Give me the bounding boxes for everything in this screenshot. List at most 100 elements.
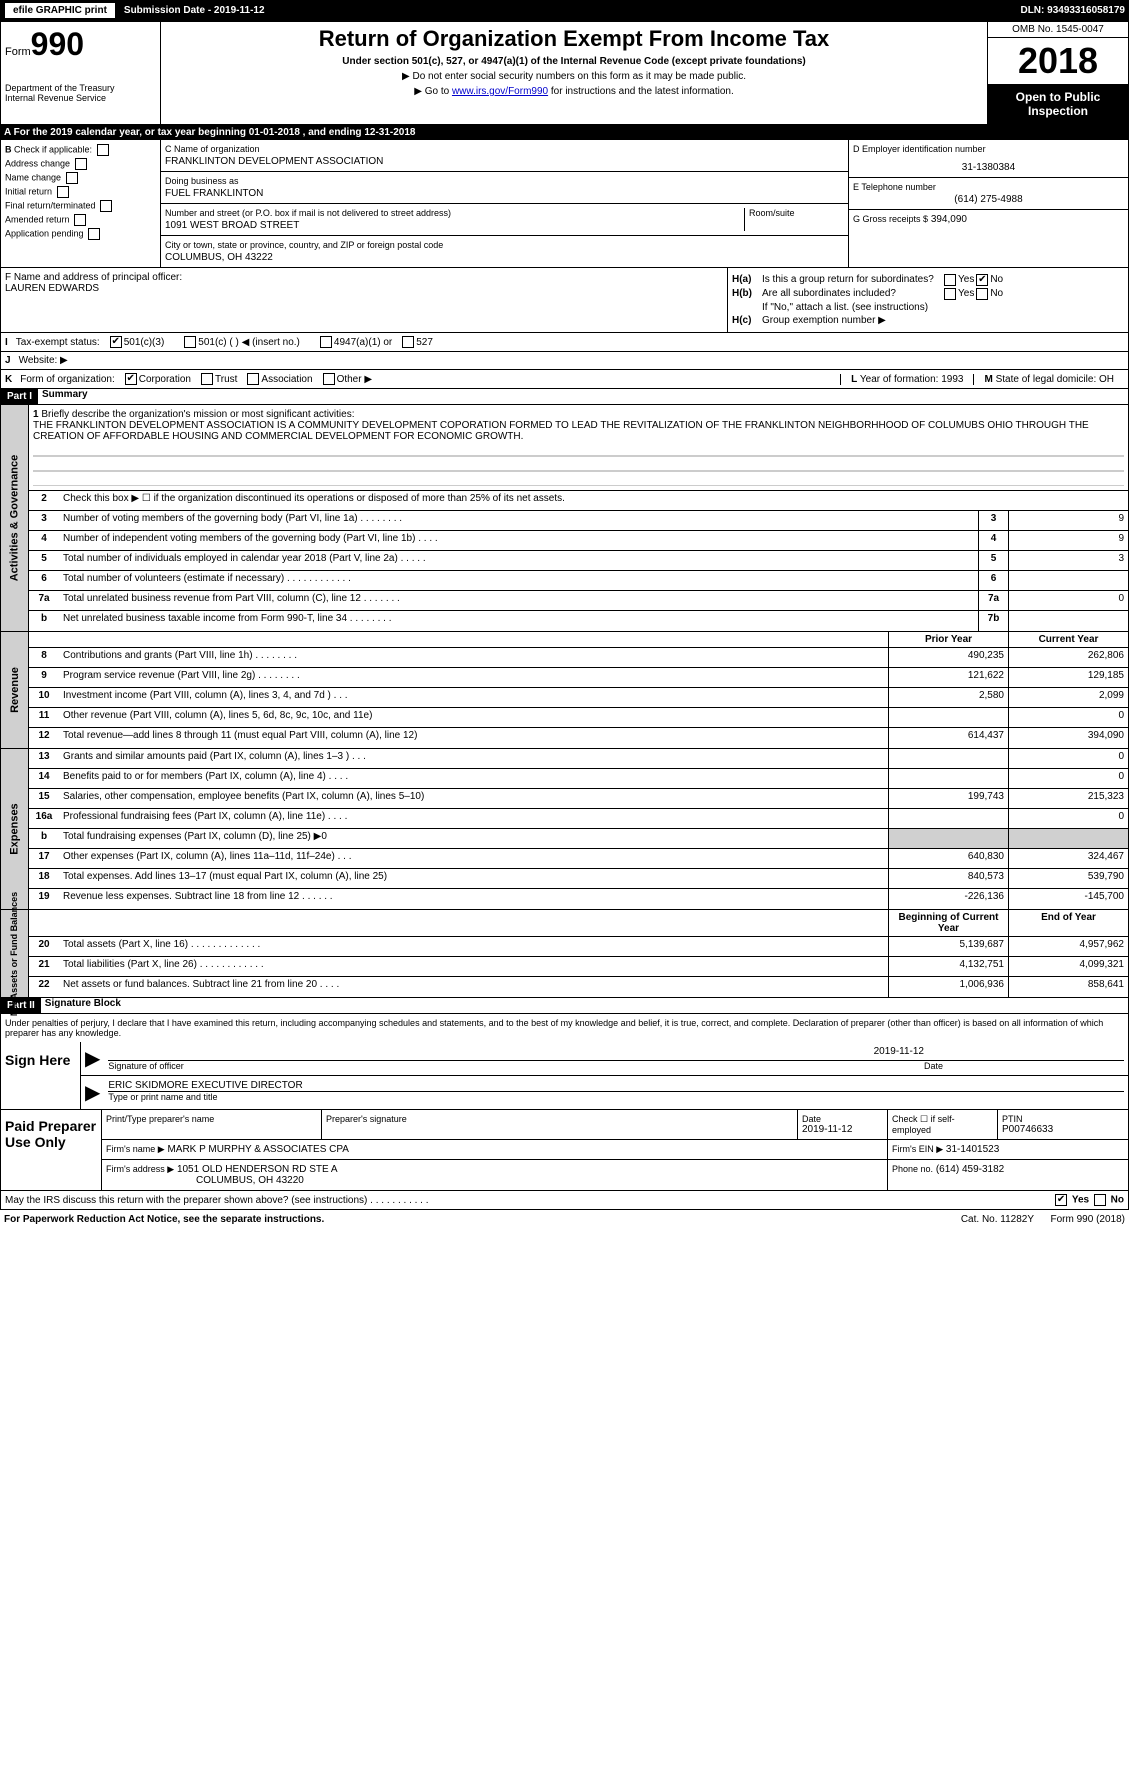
- efile-button[interactable]: efile GRAPHIC print: [4, 2, 116, 19]
- row-value: 9: [1008, 531, 1128, 550]
- prior-value: [888, 708, 1008, 727]
- opt-trust: Trust: [215, 374, 237, 385]
- current-value: 394,090: [1008, 728, 1128, 748]
- check-applicable[interactable]: [97, 144, 109, 156]
- omb-number: OMB No. 1545-0047: [988, 22, 1128, 38]
- room-label: Room/suite: [749, 208, 844, 218]
- 501c-check[interactable]: [184, 336, 196, 348]
- line-num: 9: [29, 668, 59, 687]
- prep-date-label: Date: [802, 1114, 883, 1124]
- period-bar: A For the 2019 calendar year, or tax yea…: [0, 125, 1129, 140]
- prior-value: 614,437: [888, 728, 1008, 748]
- line-num: 16a: [29, 809, 59, 828]
- dba-label: Doing business as: [165, 176, 844, 186]
- sign-here-row: Sign Here ▶ 2019-11-12 Signature of offi…: [1, 1042, 1128, 1109]
- line-num: 22: [29, 977, 59, 997]
- ha-no[interactable]: [976, 274, 988, 286]
- 527-check[interactable]: [402, 336, 414, 348]
- form-subtitle: Under section 501(c), 527, or 4947(a)(1)…: [165, 56, 983, 67]
- dba-name: FUEL FRANKLINTON: [165, 188, 844, 199]
- corp-check[interactable]: [125, 373, 137, 385]
- initial-return: Initial return: [5, 186, 156, 198]
- row-num: 6: [978, 571, 1008, 590]
- prior-value: [888, 749, 1008, 768]
- current-year-hdr: Current Year: [1008, 632, 1128, 647]
- line-num: 8: [29, 648, 59, 667]
- firm-addr-row: Firm's address ▶ 1051 OLD HENDERSON RD S…: [102, 1160, 1128, 1190]
- netassets-side: Net Assets or Fund Balances: [1, 910, 29, 997]
- line-num: 15: [29, 789, 59, 808]
- footer-right: Cat. No. 11282Y Form 990 (2018): [961, 1214, 1125, 1225]
- line-desc: Benefits paid to or for members (Part IX…: [59, 769, 888, 788]
- prior-value: 640,830: [888, 849, 1008, 868]
- sig-officer-label: Signature of officer: [108, 1061, 924, 1071]
- netassets-table: Net Assets or Fund Balances Beginning of…: [0, 910, 1129, 998]
- line-desc: Other expenses (Part IX, column (A), lin…: [59, 849, 888, 868]
- table-row: 6 Total number of volunteers (estimate i…: [29, 571, 1128, 591]
- form-left: Form990 Department of the Treasury Inter…: [1, 22, 161, 124]
- firm-ein-label: Firm's EIN ▶: [892, 1144, 943, 1154]
- firm-addr: 1051 OLD HENDERSON RD STE A: [177, 1164, 338, 1175]
- current-value: 4,099,321: [1008, 957, 1128, 976]
- section-klm: K Form of organization: Corporation Trus…: [0, 370, 1129, 389]
- section-c: C Name of organization FRANKLINTON DEVEL…: [161, 140, 848, 267]
- prior-value: 1,006,936: [888, 977, 1008, 997]
- section-abcd: B Check if applicable: Address change Na…: [0, 140, 1129, 268]
- sig-name-line: ▶ ERIC SKIDMORE EXECUTIVE DIRECTOR Type …: [81, 1076, 1128, 1109]
- line-num: 13: [29, 749, 59, 768]
- ein-value: 31-1380384: [853, 162, 1124, 173]
- form-prefix: Form: [5, 46, 31, 58]
- line-num: 2: [29, 491, 59, 510]
- begin-year-hdr: Beginning of Current Year: [888, 910, 1008, 936]
- section-f: F Name and address of principal officer:…: [1, 268, 728, 332]
- line-desc: Revenue less expenses. Subtract line 18 …: [59, 889, 888, 909]
- current-value: 0: [1008, 769, 1128, 788]
- gray-cell: [1008, 829, 1128, 848]
- current-value: 4,957,962: [1008, 937, 1128, 956]
- hb-no[interactable]: [976, 288, 988, 300]
- tax-year: 2018: [988, 38, 1128, 84]
- row-num: 7a: [978, 591, 1008, 610]
- table-row: 4 Number of independent voting members o…: [29, 531, 1128, 551]
- part1-bar: Part I: [1, 389, 38, 404]
- part2-header: Part II Signature Block: [0, 998, 1129, 1014]
- gray-cell: [888, 829, 1008, 848]
- line-desc: Investment income (Part VIII, column (A)…: [59, 688, 888, 707]
- row-value: 9: [1008, 511, 1128, 530]
- ha-yes[interactable]: [944, 274, 956, 286]
- firm-name: MARK P MURPHY & ASSOCIATES CPA: [167, 1144, 349, 1155]
- form-header: Form990 Department of the Treasury Inter…: [0, 21, 1129, 125]
- line-num: 5: [29, 551, 59, 570]
- tax-exempt-label: Tax-exempt status:: [16, 337, 100, 348]
- row-num: 4: [978, 531, 1008, 550]
- line-desc: Total liabilities (Part X, line 26) . . …: [59, 957, 888, 976]
- assoc-check[interactable]: [247, 373, 259, 385]
- table-row: 12 Total revenue—add lines 8 through 11 …: [29, 728, 1128, 748]
- discuss-yes[interactable]: [1055, 1194, 1067, 1206]
- line-num: 19: [29, 889, 59, 909]
- opt-527: 527: [416, 337, 433, 348]
- table-row: 17 Other expenses (Part IX, column (A), …: [29, 849, 1128, 869]
- discuss-text: May the IRS discuss this return with the…: [5, 1195, 429, 1206]
- section-d: D Employer identification number 31-1380…: [848, 140, 1128, 267]
- irs-link[interactable]: www.irs.gov/Form990: [452, 86, 548, 97]
- row-value: [1008, 611, 1128, 631]
- hb-yes[interactable]: [944, 288, 956, 300]
- other-check[interactable]: [323, 373, 335, 385]
- inspection-label: Open to Public Inspection: [988, 84, 1128, 124]
- line-desc: Professional fundraising fees (Part IX, …: [59, 809, 888, 828]
- prep-sig-label: Preparer's signature: [326, 1114, 793, 1124]
- 501c3-check[interactable]: [110, 336, 122, 348]
- gross-label: G Gross receipts $: [853, 214, 928, 224]
- prior-value: 199,743: [888, 789, 1008, 808]
- 4947-check[interactable]: [320, 336, 332, 348]
- line-desc: Check this box ▶ ☐ if the organization d…: [59, 491, 1128, 510]
- firm-phone-label: Phone no.: [892, 1164, 933, 1174]
- discuss-no[interactable]: [1094, 1194, 1106, 1206]
- trust-check[interactable]: [201, 373, 213, 385]
- prior-value: 2,580: [888, 688, 1008, 707]
- city-box: City or town, state or province, country…: [161, 236, 848, 267]
- form-org-label: Form of organization:: [20, 374, 115, 385]
- current-value: 858,641: [1008, 977, 1128, 997]
- row-value: [1008, 571, 1128, 590]
